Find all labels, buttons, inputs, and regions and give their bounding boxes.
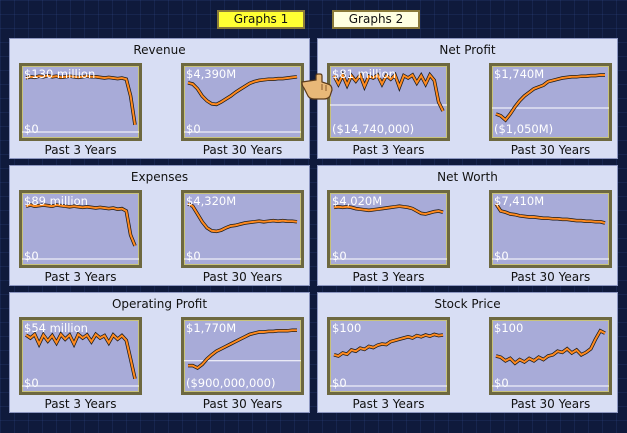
panel-revenue: Revenue $130 million $0 Past 3 Years $4,390M… bbox=[9, 38, 310, 159]
graph-caption: Past 30 Years bbox=[202, 143, 283, 157]
graph-max-label: $54 million bbox=[24, 321, 88, 335]
graph-plot bbox=[492, 73, 609, 123]
graph-min-label: ($1,050M) bbox=[494, 122, 554, 136]
panel-title: Net Worth bbox=[437, 170, 498, 184]
graph-net-profit-past-3-years: $81 million ($14,740,000) bbox=[327, 63, 450, 141]
graph-min-label: $0 bbox=[494, 376, 509, 390]
graph-min-label: $0 bbox=[186, 249, 201, 263]
graph-max-label: $4,020M bbox=[332, 194, 383, 208]
graph-stock-price-past-3-years: $100 $0 bbox=[327, 317, 450, 395]
panel-title: Net Profit bbox=[439, 43, 496, 57]
graph-min-label: $0 bbox=[24, 376, 39, 390]
graph-net-worth-past-30-years: $7,410M $0 bbox=[489, 190, 612, 268]
graph-min-label: $0 bbox=[186, 122, 201, 136]
graph-max-label: $100 bbox=[494, 321, 524, 335]
graph-max-label: $81 million bbox=[332, 67, 396, 81]
graph-min-label: $0 bbox=[24, 249, 39, 263]
graph-min-label: $0 bbox=[24, 122, 39, 136]
graph-plot bbox=[184, 75, 301, 133]
graph-min-label: ($14,740,000) bbox=[332, 122, 415, 136]
hand-pointer-cursor-icon bbox=[300, 72, 334, 104]
series-line bbox=[333, 205, 444, 216]
series-line bbox=[187, 75, 298, 106]
graph-plot bbox=[184, 328, 301, 371]
panel-title: Expenses bbox=[130, 170, 189, 184]
series-line bbox=[333, 72, 444, 112]
graph-max-label: $7,410M bbox=[494, 194, 545, 208]
panel-title: Revenue bbox=[133, 43, 186, 57]
graph-revenue-past-3-years: $130 million $0 bbox=[19, 63, 142, 141]
series-line-shadow bbox=[25, 73, 137, 126]
graph-caption: Past 3 Years bbox=[44, 270, 117, 284]
graph-plot bbox=[330, 332, 447, 387]
graph-max-label: $100 bbox=[332, 321, 362, 335]
series-line bbox=[187, 202, 298, 233]
graph-caption: Past 30 Years bbox=[202, 397, 283, 411]
panel-stock-price: Stock Price $100 $0 Past 3 Years $100 $0 Past … bbox=[317, 292, 618, 413]
series-line-shadow bbox=[25, 331, 137, 380]
panel-expenses: Expenses $89 million $0 Past 3 Years $4,320M… bbox=[9, 165, 310, 286]
graph-expenses-past-3-years: $89 million $0 bbox=[19, 190, 142, 268]
graph-max-label: $4,320M bbox=[186, 194, 237, 208]
graph-caption: Past 30 Years bbox=[510, 270, 591, 284]
graph-stock-price-past-30-years: $100 $0 bbox=[489, 317, 612, 395]
graph-revenue-past-30-years: $4,390M $0 bbox=[181, 63, 304, 141]
graph-min-label: $0 bbox=[494, 249, 509, 263]
series-line bbox=[25, 203, 136, 247]
graph-max-label: $130 million bbox=[24, 67, 96, 81]
series-line-shadow bbox=[495, 328, 606, 366]
graph-operating-profit-past-30-years: $1,770M ($900,000,000) bbox=[181, 317, 304, 395]
graph-plot bbox=[492, 328, 609, 387]
graph-max-label: $4,390M bbox=[186, 67, 237, 81]
graph-min-label: $0 bbox=[332, 376, 347, 390]
panel-operating-profit: Operating Profit $54 million $0 Past 3 Year… bbox=[9, 292, 310, 413]
graph-plot bbox=[22, 73, 139, 133]
series-line bbox=[188, 329, 297, 370]
series-line bbox=[495, 203, 606, 224]
graph-caption: Past 3 Years bbox=[352, 397, 425, 411]
graph-plot bbox=[184, 202, 301, 260]
graph-plot bbox=[330, 70, 447, 112]
series-line-shadow bbox=[333, 332, 444, 358]
graph-min-label: ($900,000,000) bbox=[186, 376, 276, 390]
series-line bbox=[25, 74, 136, 125]
panel-net-profit: Net Profit $81 million ($14,740,000) Past 3… bbox=[317, 38, 618, 159]
graph-net-profit-past-30-years: $1,740M ($1,050M) bbox=[489, 63, 612, 141]
graph-plot bbox=[22, 331, 139, 387]
graph-caption: Past 30 Years bbox=[510, 143, 591, 157]
graph-caption: Past 30 Years bbox=[510, 397, 591, 411]
graph-max-label: $1,770M bbox=[186, 321, 237, 335]
graph-caption: Past 3 Years bbox=[44, 143, 117, 157]
panel-title: Stock Price bbox=[434, 297, 501, 311]
series-line-shadow bbox=[25, 203, 137, 247]
series-line bbox=[495, 74, 605, 122]
graph-caption: Past 3 Years bbox=[352, 270, 425, 284]
graph-plot bbox=[330, 204, 447, 260]
graph-caption: Past 3 Years bbox=[44, 397, 117, 411]
series-line bbox=[495, 329, 606, 365]
graph-net-worth-past-3-years: $4,020M $0 bbox=[327, 190, 450, 268]
graph-plot bbox=[22, 203, 139, 260]
graph-max-label: $1,740M bbox=[494, 67, 545, 81]
panel-net-worth: Net Worth $4,020M $0 Past 3 Years $7,410M $0 P… bbox=[317, 165, 618, 286]
series-line bbox=[333, 333, 444, 358]
series-line bbox=[25, 332, 136, 380]
graph-expenses-past-30-years: $4,320M $0 bbox=[181, 190, 304, 268]
graph-plot bbox=[492, 202, 609, 260]
graph-max-label: $89 million bbox=[24, 194, 88, 208]
graph-operating-profit-past-3-years: $54 million $0 bbox=[19, 317, 142, 395]
graph-min-label: $0 bbox=[332, 249, 347, 263]
graph-caption: Past 30 Years bbox=[202, 270, 283, 284]
graph-caption: Past 3 Years bbox=[352, 143, 425, 157]
panel-title: Operating Profit bbox=[111, 297, 208, 311]
tab-graphs-1[interactable]: Graphs 1 bbox=[217, 10, 305, 29]
tab-graphs-2[interactable]: Graphs 2 bbox=[332, 10, 420, 29]
